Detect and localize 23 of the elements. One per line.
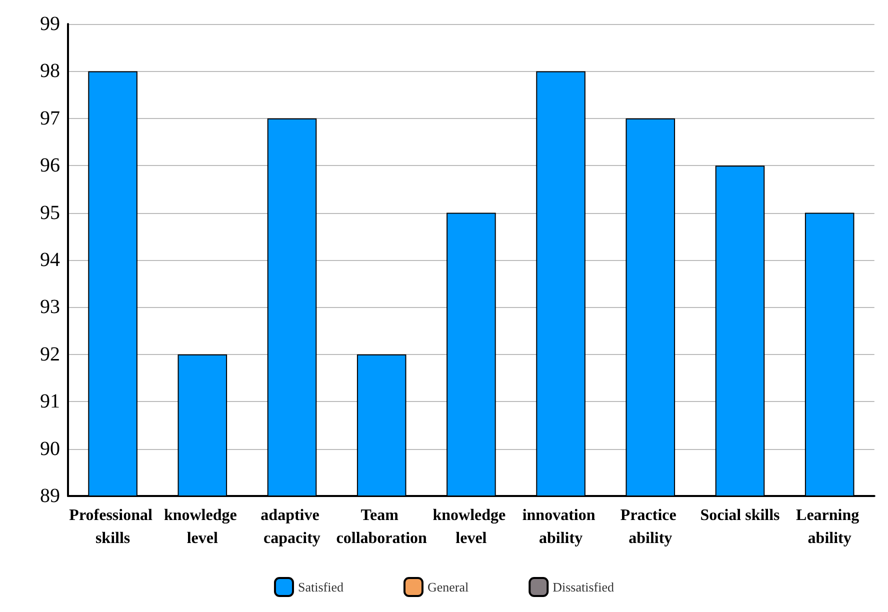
legend-label: Dissatisfied — [552, 580, 615, 594]
x-tick-label: knowledge level — [432, 507, 510, 547]
y-tick-label: 96 — [40, 154, 60, 177]
x-tick-label: Team collaboration — [336, 507, 428, 547]
x-tick-label: adaptive capacity — [260, 507, 324, 547]
y-tick-label: 91 — [40, 390, 60, 413]
y-tick-label: 89 — [40, 485, 60, 507]
x-tick-label: Practice ability — [620, 507, 680, 547]
y-tick-label: 92 — [40, 343, 60, 366]
x-tick-label: innovation ability — [522, 507, 600, 547]
x-tick-label: knowledge level — [164, 507, 241, 547]
x-tick-label: Social skills — [700, 507, 780, 524]
y-tick-label: 93 — [40, 296, 60, 318]
x-tick-label: Learning ability — [796, 507, 864, 547]
legend-label: General — [427, 580, 470, 594]
legend-label: Satisfied — [298, 580, 344, 594]
y-tick-label: 99 — [40, 13, 60, 35]
y-tick-label: 90 — [40, 438, 60, 460]
y-tick-label: 94 — [40, 249, 60, 271]
y-tick-label: 98 — [40, 60, 60, 82]
y-tick-label: 95 — [40, 202, 60, 224]
x-tick-label: Professional skills — [69, 507, 156, 547]
y-tick-label: 97 — [40, 107, 60, 130]
